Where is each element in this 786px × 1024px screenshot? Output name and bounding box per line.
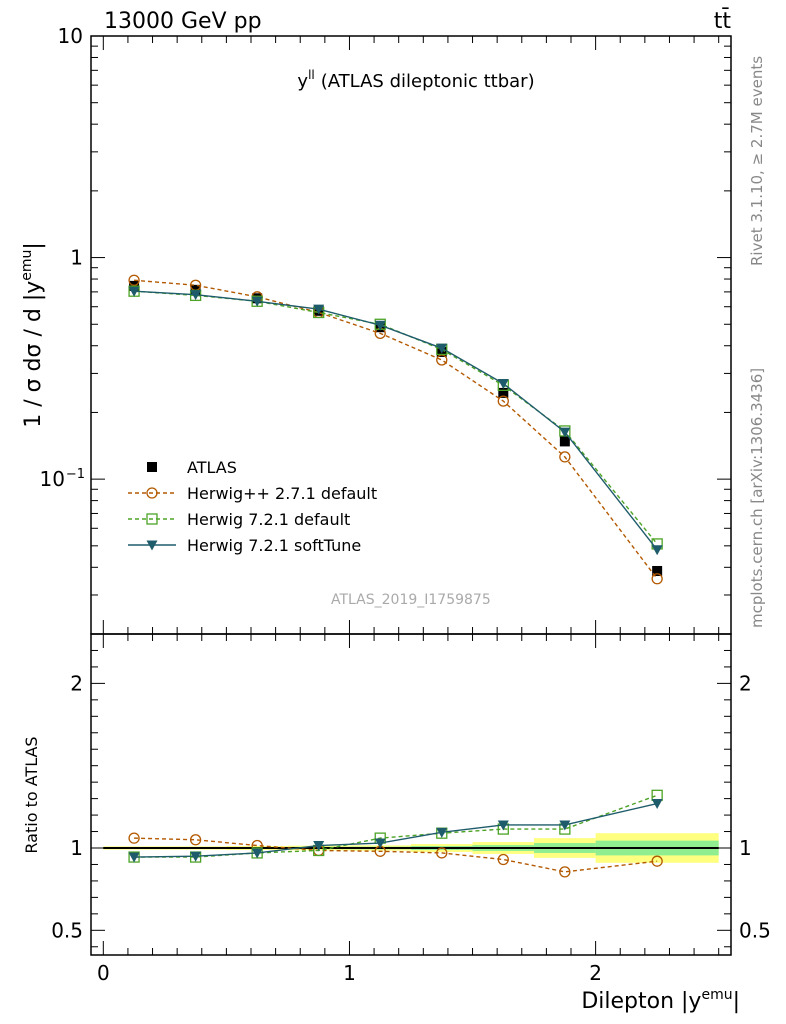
x-tick-label: 0: [97, 961, 110, 985]
plot-title-sup: ll: [308, 68, 315, 82]
ratio-y-label: Ratio to ATLAS: [22, 736, 41, 853]
energy-label: 13000 GeV pp: [104, 9, 262, 34]
main-point-3: [251, 296, 263, 307]
ratio-point-2: [497, 820, 509, 831]
ratio-point-0: [128, 832, 140, 844]
main-y-tick-label-exp: −1: [66, 467, 85, 482]
ratio-y-tick-label-right: 0.5: [739, 918, 771, 942]
legend-label: Herwig 7.2.1 softTune: [187, 536, 361, 555]
legend-label: ATLAS: [187, 458, 237, 477]
main-y-tick-label: 10: [40, 467, 65, 491]
main-y-tick-label: 10: [58, 24, 83, 48]
ratio-point-2: [251, 848, 263, 859]
main-series: [128, 274, 663, 585]
ratio-point-2: [436, 827, 448, 838]
legend-marker: [146, 540, 158, 551]
ratio-point-2: [313, 841, 325, 852]
ratio-y-tick-label: 1: [70, 836, 83, 860]
ratio-series: [128, 789, 663, 878]
x-axis-label-main: Dilepton |y: [581, 989, 701, 1014]
main-point-3: [128, 286, 140, 297]
main-point-3: [559, 427, 571, 438]
legend-label: Herwig++ 2.7.1 default: [187, 484, 377, 503]
ratio-axis-ticks: 2 2 1 1 0.5 0.5 0 1 2: [51, 634, 771, 985]
legend-marker: [146, 487, 158, 499]
ratio-point-2: [190, 851, 202, 862]
ratio-point-0: [651, 855, 663, 867]
x-tick-label: 2: [589, 961, 602, 985]
plot-title-rest: (ATLAS dileptonic ttbar): [321, 71, 535, 92]
ratio-point-0: [497, 853, 509, 866]
ratio-line-1: [134, 794, 658, 858]
x-axis-label: Dilepton |yemu|: [581, 987, 740, 1014]
ratio-point-0: [436, 847, 448, 859]
main-point-1: [559, 451, 571, 463]
main-point-1: [651, 573, 663, 585]
main-point-1: [128, 274, 140, 286]
main-point-3: [190, 290, 202, 301]
main-point-0: [652, 565, 663, 576]
ratio-point-2: [128, 852, 140, 863]
ratio-y-tick-label: 2: [70, 671, 83, 695]
mcplots-label: mcplots.cern.ch [arXiv:1306.3436]: [748, 368, 766, 628]
main-point-3: [374, 320, 386, 331]
ratio-panel: 2 2 1 1 0.5 0.5 0 1 2 Ratio to ATLAS Dilepton |y…: [22, 633, 771, 1014]
legend-marker: [147, 462, 157, 472]
main-y-label-sup: emu: [19, 250, 35, 281]
main-y-label-end: |: [21, 242, 46, 249]
ratio-line-0: [134, 837, 658, 873]
main-point-0: [498, 387, 509, 398]
main-y-label-main: 1 / σ dσ / d |y: [21, 281, 46, 428]
main-y-tick-label: 1: [70, 246, 83, 270]
ratio-point-2: [374, 838, 386, 849]
main-point-3: [497, 379, 509, 390]
main-line-2: [134, 290, 658, 545]
ratio-y-tick-label: 0.5: [51, 918, 83, 942]
main-y-label: 1 / σ dσ / d |yemu|: [19, 242, 46, 428]
plot-title: yll (ATLAS dileptonic ttbar): [297, 68, 534, 92]
ratio-point-2: [559, 820, 571, 831]
x-axis-label-end: |: [733, 989, 740, 1014]
ratio-y-tick-label-right: 2: [739, 671, 752, 695]
legend-label: Herwig 7.2.1 default: [187, 510, 350, 529]
ratio-point-2: [651, 799, 663, 810]
x-tick-label: 1: [343, 961, 356, 985]
ratio-point-0: [559, 866, 571, 878]
main-point-0: [559, 436, 570, 447]
ratio-frame: [90, 633, 732, 956]
main-point-1: [497, 395, 509, 407]
legend: ATLAS Herwig++ 2.7.1 default Herwig 7.2.1 …: [128, 458, 377, 555]
ratio-point-0: [189, 834, 202, 846]
x-axis-label-sup: emu: [701, 987, 732, 1003]
main-line-1: [134, 279, 658, 580]
ratio-y-tick-label-right: 1: [739, 836, 752, 860]
main-point-3: [651, 545, 663, 556]
plot-title-main: y: [297, 71, 308, 92]
process-label: tt̄: [714, 8, 732, 34]
main-point-3: [313, 304, 325, 315]
legend-marker: [146, 513, 158, 525]
ratio-point-1: [651, 789, 663, 801]
rivet-version-label: Rivet 3.1.10, ≥ 2.7M events: [748, 56, 766, 266]
main-point-3: [436, 343, 448, 354]
analysis-watermark: ATLAS_2019_I1759875: [331, 592, 491, 608]
